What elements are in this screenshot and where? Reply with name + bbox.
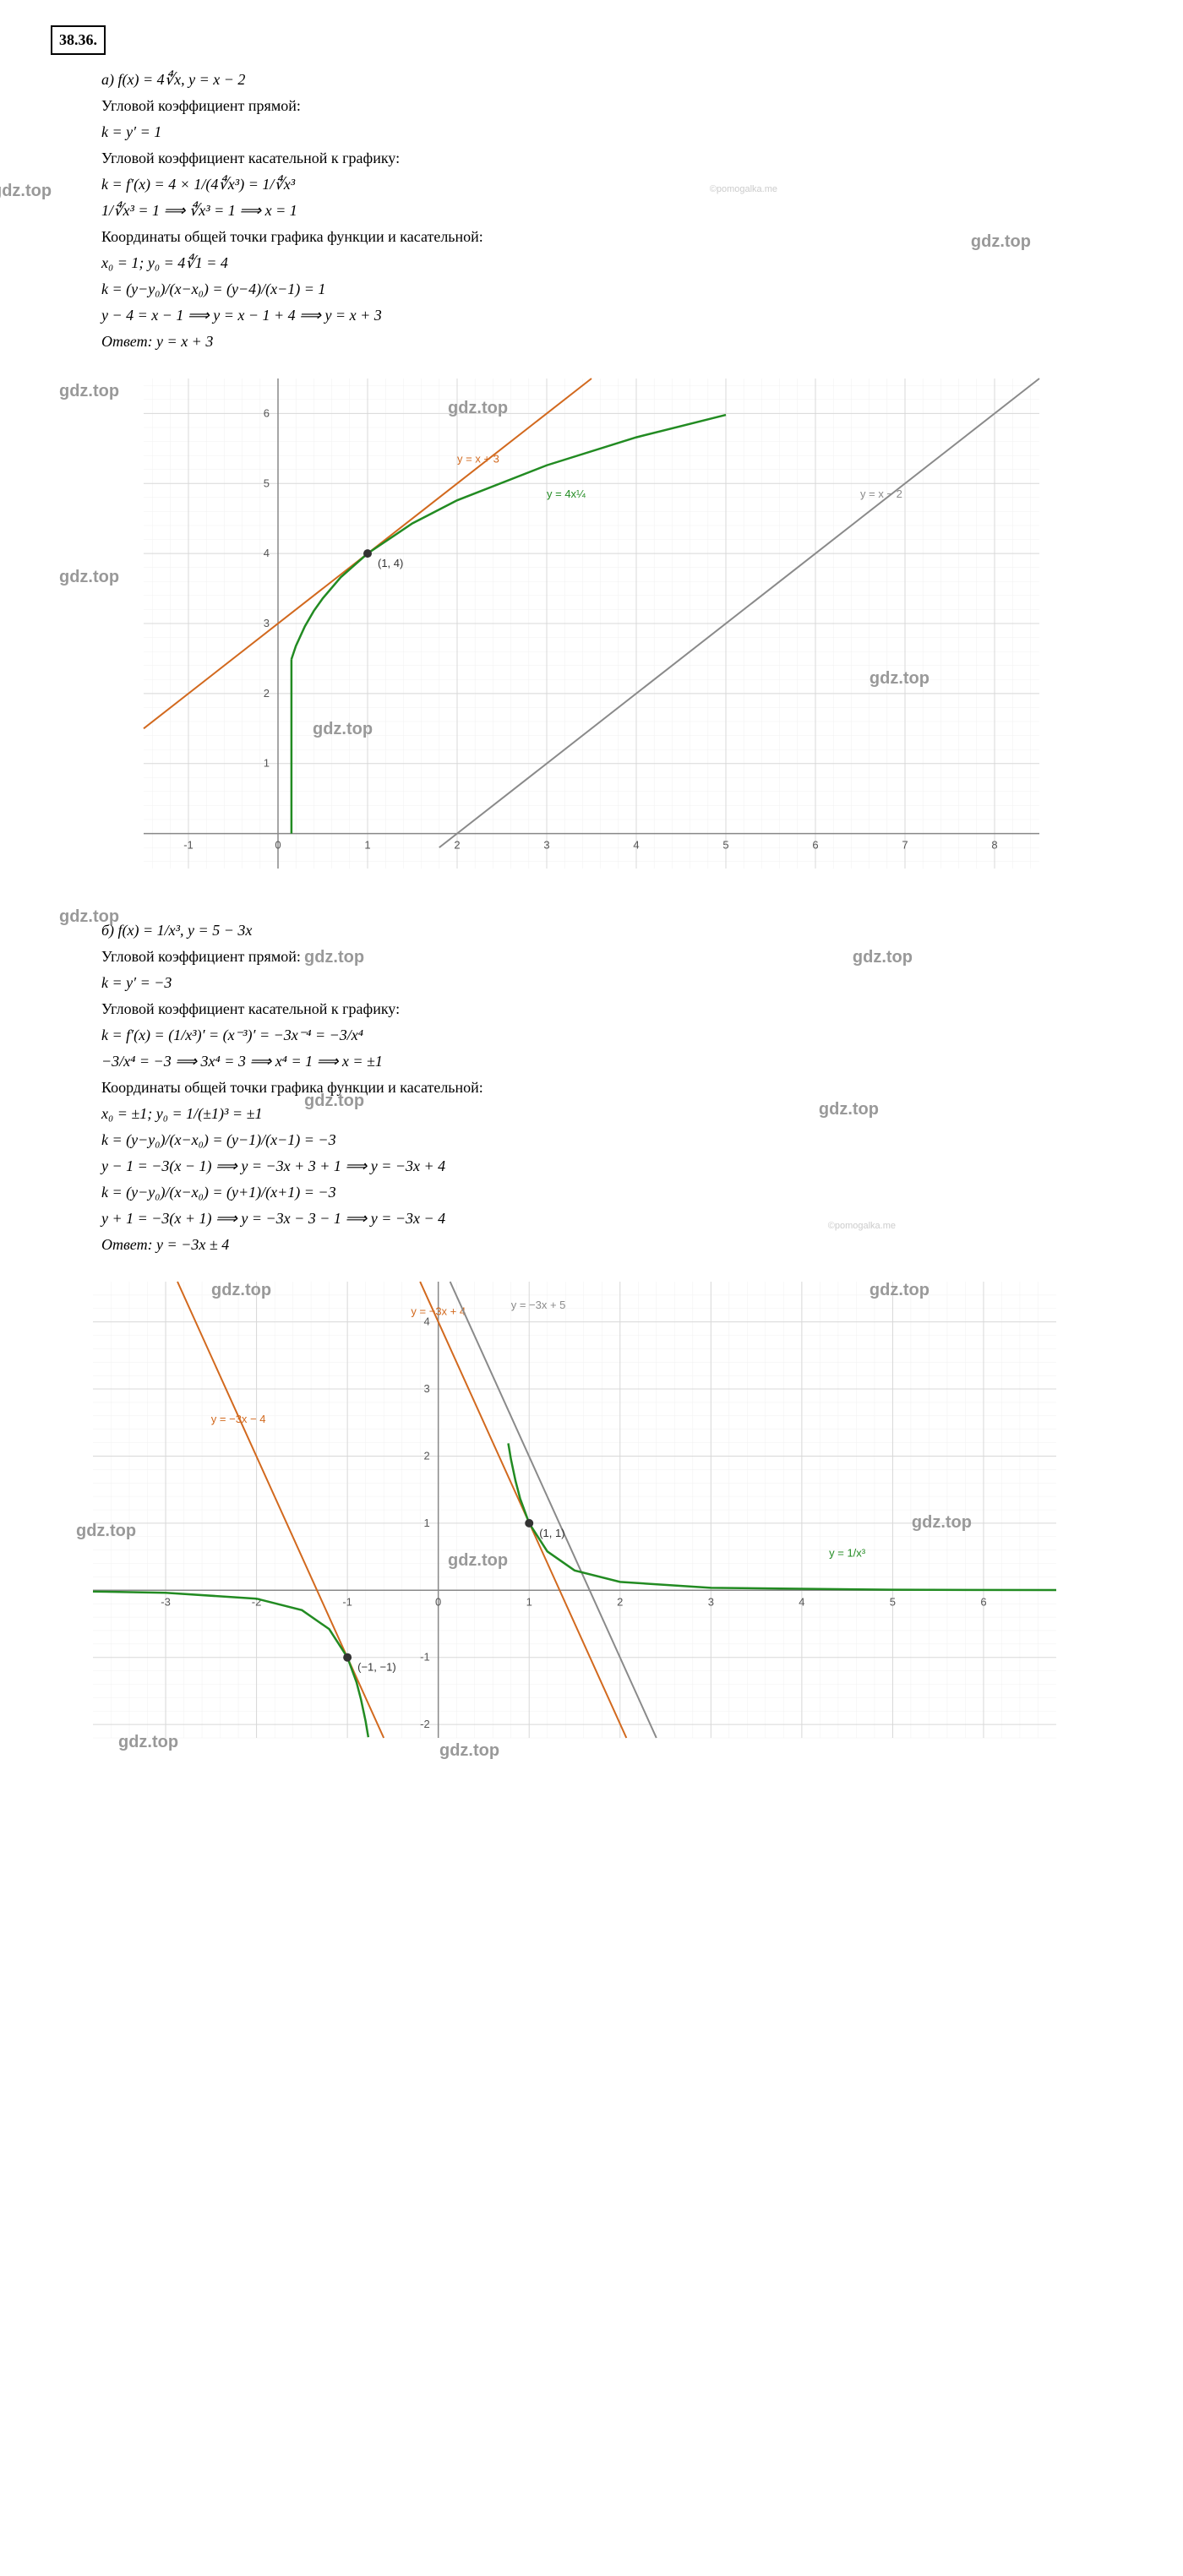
- text-line: x₀ = ±1; y₀ = 1/(±1)³ = ±1: [101, 1103, 1132, 1125]
- text-line: k = y′ = 1: [101, 121, 1132, 144]
- part-b-header: б) f(x) = 1/x³, y = 5 − 3x: [101, 919, 1132, 942]
- svg-text:1: 1: [364, 839, 370, 852]
- svg-text:y = x − 2: y = x − 2: [860, 487, 902, 500]
- svg-text:3: 3: [543, 839, 549, 852]
- text-line: Координаты общей точки графика функции и…: [101, 226, 1132, 248]
- watermark: gdz.top: [0, 178, 52, 204]
- problem-number: 38.36.: [51, 25, 106, 55]
- svg-text:y = −3x + 4: y = −3x + 4: [411, 1305, 466, 1318]
- text-line: k = f′(x) = 4 × 1/(4∜x³) = 1/∜x³: [101, 173, 1132, 196]
- svg-text:4: 4: [799, 1595, 804, 1608]
- svg-text:y = x + 3: y = x + 3: [457, 452, 499, 465]
- svg-text:8: 8: [991, 839, 997, 852]
- svg-text:3: 3: [264, 617, 270, 629]
- svg-text:-1: -1: [183, 839, 194, 852]
- text-line: k = (y−y₀)/(x−x₀) = (y−1)/(x−1) = −3: [101, 1129, 1132, 1152]
- text-line: y + 1 = −3(x + 1) ⟹ y = −3x − 3 − 1 ⟹ y …: [101, 1207, 1132, 1230]
- chart-a-svg: -1 0 1 2 3 4 5 6 7 8 1 2 3 4 5 6 y = x + 3 y = 4x¼ y = x −…: [118, 370, 1048, 894]
- svg-text:5: 5: [890, 1595, 896, 1608]
- part-a-content: а) f(x) = 4∜x, y = x − 2 Угловой коэффиц…: [51, 68, 1132, 353]
- text-line: k = y′ = −3: [101, 972, 1132, 994]
- svg-text:y = −3x + 5: y = −3x + 5: [511, 1299, 566, 1311]
- text-line: y − 4 = x − 1 ⟹ y = x − 1 + 4 ⟹ y = x + …: [101, 304, 1132, 327]
- svg-text:1: 1: [264, 757, 270, 770]
- text-line: x₀ = 1; y₀ = 4∜1 = 4: [101, 252, 1132, 275]
- svg-text:4: 4: [633, 839, 639, 852]
- chart-a: -1 0 1 2 3 4 5 6 7 8 1 2 3 4 5 6 y = x + 3 y = 4x¼ y = x −…: [118, 370, 1132, 894]
- svg-text:y = −3x − 4: y = −3x − 4: [211, 1413, 266, 1425]
- text-line: k = (y−y₀)/(x−x₀) = (y−4)/(x−1) = 1: [101, 278, 1132, 301]
- svg-text:4: 4: [264, 547, 270, 559]
- text-line: Угловой коэффициент прямой:: [101, 945, 1132, 968]
- text-line: k = (y−y₀)/(x−x₀) = (y+1)/(x+1) = −3: [101, 1181, 1132, 1204]
- svg-text:1: 1: [526, 1595, 532, 1608]
- svg-text:5: 5: [264, 477, 270, 489]
- text-line: −3/x⁴ = −3 ⟹ 3x⁴ = 3 ⟹ x⁴ = 1 ⟹ x = ±1: [101, 1050, 1132, 1073]
- svg-text:-3: -3: [161, 1595, 171, 1608]
- svg-text:7: 7: [902, 839, 908, 852]
- text-line: Угловой коэффициент касательной к график…: [101, 147, 1132, 170]
- svg-text:-2: -2: [420, 1718, 430, 1730]
- text-line: Угловой коэффициент прямой:: [101, 95, 1132, 117]
- chart-b-svg: -3-2-10123456-2-11234y = −3x + 4y = −3x …: [68, 1273, 1065, 1763]
- svg-text:0: 0: [435, 1595, 441, 1608]
- answer-line: Ответ: y = −3x ± 4: [101, 1234, 1132, 1256]
- svg-text:2: 2: [617, 1595, 623, 1608]
- svg-text:6: 6: [812, 839, 818, 852]
- text-line: k = f′(x) = (1/x³)′ = (x⁻³)′ = −3x⁻⁴ = −…: [101, 1024, 1132, 1047]
- watermark: gdz.top: [59, 379, 119, 404]
- answer-line: Ответ: y = x + 3: [101, 330, 1132, 353]
- svg-text:(1, 1): (1, 1): [539, 1527, 564, 1539]
- svg-text:1: 1: [423, 1517, 429, 1529]
- watermark: gdz.top: [59, 564, 119, 590]
- svg-text:6: 6: [980, 1595, 986, 1608]
- svg-text:2: 2: [264, 687, 270, 700]
- svg-text:(1, 4): (1, 4): [378, 557, 403, 569]
- svg-text:-1: -1: [342, 1595, 352, 1608]
- svg-text:2: 2: [423, 1449, 429, 1462]
- svg-text:0: 0: [275, 839, 281, 852]
- svg-text:6: 6: [264, 406, 270, 419]
- svg-text:3: 3: [708, 1595, 714, 1608]
- text-line: 1/∜x³ = 1 ⟹ ∜x³ = 1 ⟹ x = 1: [101, 199, 1132, 222]
- text-line: Координаты общей точки графика функции и…: [101, 1076, 1132, 1099]
- part-b-content: б) f(x) = 1/x³, y = 5 − 3x Угловой коэфф…: [51, 919, 1132, 1256]
- svg-text:y = 4x¼: y = 4x¼: [547, 487, 586, 500]
- svg-text:2: 2: [454, 839, 460, 852]
- chart-b: -3-2-10123456-2-11234y = −3x + 4y = −3x …: [68, 1273, 1132, 1763]
- text-line: y − 1 = −3(x − 1) ⟹ y = −3x + 3 + 1 ⟹ y …: [101, 1155, 1132, 1178]
- svg-text:y = 1/x³: y = 1/x³: [829, 1547, 866, 1560]
- svg-text:5: 5: [722, 839, 728, 852]
- svg-text:(−1, −1): (−1, −1): [357, 1661, 396, 1674]
- text-line: Угловой коэффициент касательной к график…: [101, 998, 1132, 1021]
- svg-text:-1: -1: [420, 1651, 430, 1664]
- svg-text:3: 3: [423, 1382, 429, 1395]
- svg-text:-2: -2: [252, 1595, 262, 1608]
- part-a-header: а) f(x) = 4∜x, y = x − 2: [101, 68, 1132, 91]
